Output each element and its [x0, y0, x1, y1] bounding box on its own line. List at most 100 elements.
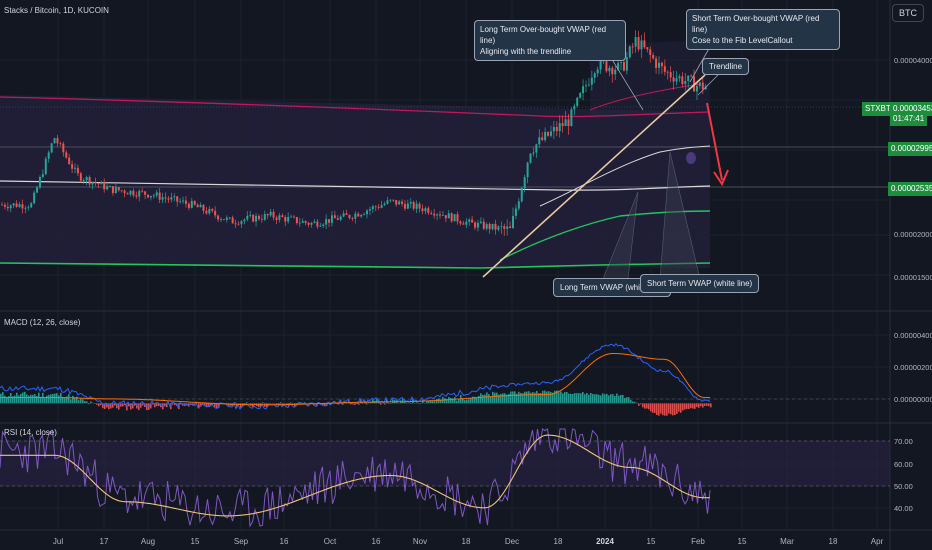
- candle-body: [555, 127, 558, 132]
- short-red-vwap-line: [589, 83, 701, 111]
- macd-histogram-bar: [106, 403, 108, 408]
- trendline[interactable]: [482, 74, 706, 278]
- macd-histogram-bar: [664, 403, 666, 416]
- candle-body: [36, 187, 39, 193]
- macd-histogram-bar: [136, 403, 138, 409]
- macd-histogram-bar: [450, 397, 452, 404]
- signal-line: [0, 353, 710, 406]
- macd-histogram-bar: [84, 401, 86, 404]
- macd-histogram-bar: [476, 397, 478, 404]
- macd-histogram-bar: [494, 392, 496, 404]
- macd-histogram-bar: [448, 397, 450, 404]
- macd-histogram-bar: [74, 397, 76, 404]
- time-tick-12: 2024: [596, 537, 614, 546]
- macd-histogram-bar: [440, 399, 442, 404]
- candle-body: [301, 221, 304, 223]
- candle-body: [427, 208, 430, 214]
- macd-histogram-bar: [544, 390, 546, 404]
- candle-body: [316, 221, 319, 227]
- macd-histogram-bar: [538, 393, 540, 404]
- macd-histogram-bar: [632, 401, 634, 404]
- macd-histogram-bar: [700, 403, 702, 407]
- candle-body: [193, 200, 196, 205]
- candle-body: [155, 192, 158, 196]
- candle-body: [687, 75, 690, 81]
- macd-histogram-bar: [486, 392, 488, 404]
- macd-histogram-bar: [64, 398, 66, 404]
- macd-histogram-bar: [134, 403, 136, 406]
- macd-histogram-bar: [702, 403, 704, 408]
- candle-body: [585, 85, 587, 87]
- macd-histogram-bar: [96, 403, 98, 405]
- macd-histogram-bar: [204, 403, 206, 406]
- candle-body: [328, 219, 331, 223]
- macd-histogram-bar: [202, 403, 204, 405]
- candle-body: [184, 200, 187, 204]
- macd-histogram-bar: [118, 403, 120, 410]
- candle-body: [114, 187, 117, 194]
- macd-histogram-bar: [464, 400, 466, 404]
- macd-histogram-bar: [418, 403, 420, 404]
- macd-histogram-bar: [462, 398, 464, 404]
- macd-histogram-bar: [694, 403, 696, 409]
- candle-body: [579, 93, 582, 98]
- macd-histogram-bar: [208, 403, 210, 407]
- candle-body: [50, 143, 53, 153]
- macd-histogram-bar: [386, 399, 388, 404]
- macd-histogram-bar: [512, 391, 514, 404]
- candle-body: [631, 46, 634, 48]
- candle-body: [348, 214, 351, 219]
- candle-body: [485, 224, 488, 229]
- macd-histogram-bar: [244, 403, 246, 405]
- time-tick-2: Aug: [141, 537, 155, 546]
- macd-histogram-bar: [236, 403, 238, 408]
- macd-histogram-bar: [126, 403, 128, 411]
- candle-body: [100, 181, 103, 185]
- candle-body: [439, 214, 441, 216]
- macd-histogram-bar: [36, 395, 38, 404]
- macd-histogram-bar: [110, 403, 112, 409]
- candle-body: [18, 204, 21, 207]
- macd-histogram-bar: [666, 403, 668, 416]
- macd-histogram-bar: [626, 397, 628, 404]
- macd-histogram-bar: [644, 403, 646, 409]
- candle-body: [693, 76, 696, 92]
- rsi-tick-1: 60.00: [894, 460, 913, 469]
- candle-body: [234, 223, 237, 225]
- macd-histogram-bar: [116, 403, 118, 409]
- time-axis[interactable]: Jul 17 Aug 15 Sep 16 Oct 16 Nov 18 Dec 18 2024 15 Feb 1…: [53, 537, 884, 546]
- macd-histogram-bar: [216, 403, 218, 409]
- candle-body: [669, 72, 672, 78]
- candle-body: [6, 206, 9, 209]
- macd-histogram-bar: [272, 403, 274, 404]
- macd-histogram-bar: [68, 394, 70, 404]
- macd-histogram-bar: [580, 393, 582, 404]
- macd-histogram-bar: [46, 395, 48, 404]
- macd-histogram-bar: [704, 403, 706, 407]
- candle-body: [147, 194, 149, 198]
- candle-body: [199, 204, 202, 208]
- time-tick-8: Nov: [413, 537, 427, 546]
- candle-body: [339, 216, 342, 220]
- candle-body: [403, 203, 406, 209]
- macd-histogram-bar: [248, 403, 250, 404]
- macd-histogram-bar: [162, 403, 164, 410]
- candle-body: [27, 207, 30, 209]
- macd-histogram-bar: [454, 397, 456, 404]
- candle-body: [695, 85, 698, 92]
- candle-body: [106, 186, 109, 190]
- rsi-tick-0: 70.00: [894, 437, 913, 446]
- macd-histogram-bar: [292, 403, 294, 405]
- projection-arrow: [706, 102, 723, 181]
- macd-histogram-bar: [40, 396, 42, 404]
- macd-histogram-bar: [436, 399, 438, 404]
- candle-body: [164, 197, 167, 199]
- macd-histogram-bar: [446, 399, 448, 404]
- macd-histogram-bar: [576, 393, 578, 404]
- currency-button[interactable]: BTC: [892, 4, 924, 22]
- candle-body: [220, 219, 222, 221]
- candle-body: [590, 77, 593, 85]
- macd-histogram-bar: [138, 403, 140, 411]
- candle-body: [599, 58, 602, 70]
